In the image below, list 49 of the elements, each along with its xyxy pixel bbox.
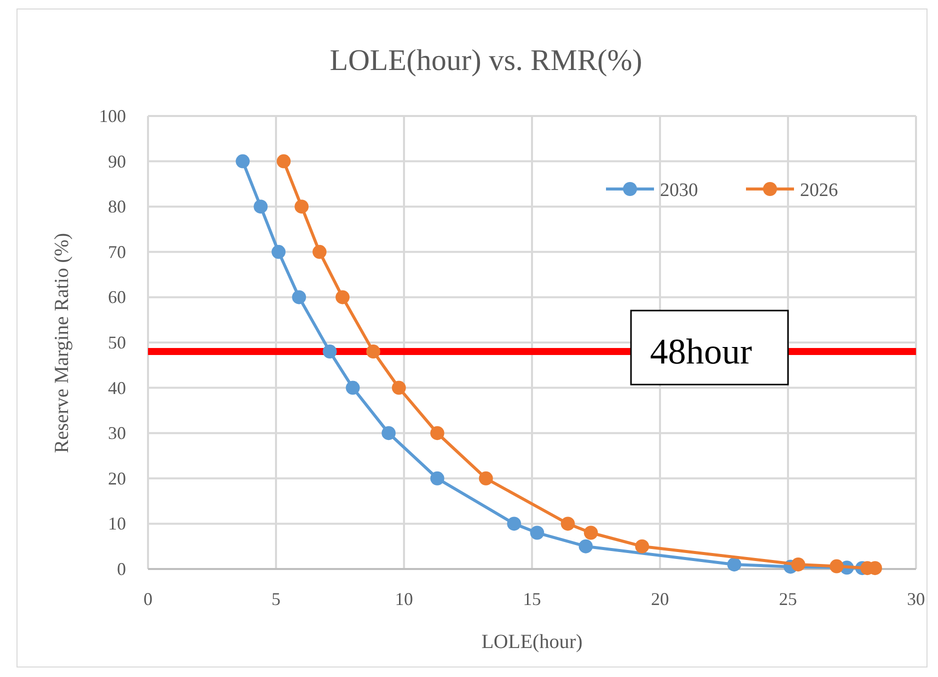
y-tick-label: 0 [117, 559, 126, 579]
point [322, 344, 337, 359]
point [727, 557, 742, 572]
point [276, 154, 291, 168]
x-tick-label: 15 [523, 589, 541, 609]
x-tick-label: 5 [272, 589, 280, 609]
point [584, 526, 598, 540]
y-tick-label: 10 [108, 514, 126, 534]
y-tick-label: 20 [108, 468, 126, 488]
point [830, 559, 844, 574]
x-tick-label: 10 [395, 589, 413, 609]
point [578, 539, 593, 554]
point [382, 426, 396, 440]
ref-line-label: 48hour [650, 332, 752, 372]
x-tick-label: 30 [907, 589, 925, 609]
y-tick-label: 90 [108, 151, 126, 172]
y-tick-label: 100 [99, 106, 126, 126]
x-axis-title: LOLE(hour) [481, 631, 583, 653]
point [430, 426, 444, 440]
y-tick-label: 70 [108, 242, 126, 262]
x-tick-label: 20 [651, 589, 669, 609]
x-tick-label: 25 [779, 589, 797, 609]
point [507, 516, 522, 531]
point [346, 380, 360, 395]
point [392, 380, 406, 395]
point [791, 557, 806, 572]
y-tick-label: 30 [108, 423, 126, 444]
point [254, 200, 268, 214]
y-tick-label: 60 [108, 287, 126, 308]
chart-title: LOLE(hour) vs. RMR(%) [330, 44, 642, 77]
point [312, 244, 327, 259]
point [430, 471, 444, 486]
point [366, 344, 380, 359]
point [635, 539, 650, 554]
point [478, 471, 493, 486]
point [560, 516, 575, 531]
y-axis-title: Reserve Margine Ratio (%) [51, 232, 73, 454]
y-tick-label: 50 [108, 332, 126, 352]
legend-label: 2030 [660, 180, 698, 201]
point [292, 290, 306, 304]
y-tick-label: 40 [108, 378, 126, 398]
x-tick-label: 0 [144, 589, 152, 609]
point [336, 290, 350, 304]
legend-label: 2026 [800, 180, 838, 201]
point [236, 154, 250, 168]
point [294, 200, 309, 214]
y-tick-label: 80 [108, 196, 126, 217]
point [272, 244, 286, 259]
point [530, 526, 544, 540]
